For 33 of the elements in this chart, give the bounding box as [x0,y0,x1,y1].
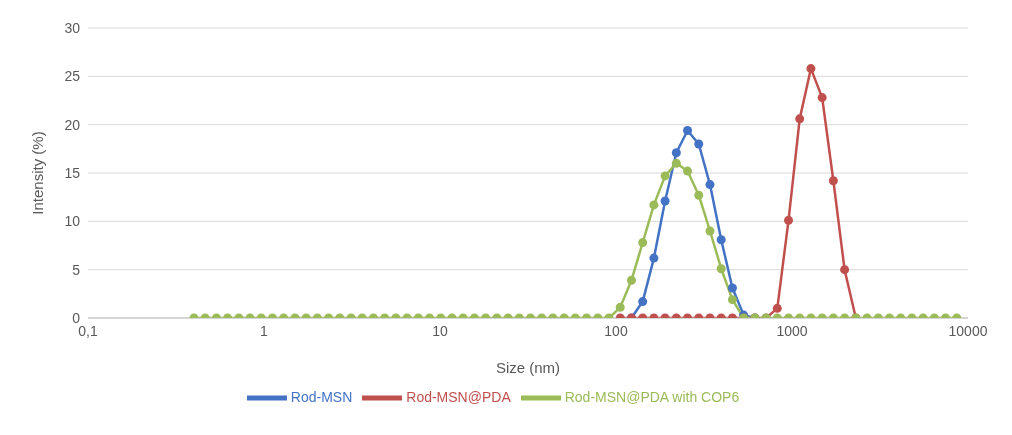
x-tick-label: 1000 [776,322,808,339]
point [727,283,737,293]
point [671,148,681,158]
point [828,176,838,186]
point [806,64,816,74]
point [840,265,850,275]
point [683,125,693,135]
legend-label: Rod-MSN [290,388,353,405]
y-tick-label: 15 [64,164,81,181]
point [694,139,704,149]
point [772,303,782,313]
legend-label: Rod-MSN@PDA [406,388,511,405]
point [660,196,670,206]
x-tick-label: 10 [432,322,448,339]
y-tick-label: 10 [64,213,81,230]
y-axis-title: Intensity (%) [29,131,47,215]
point [795,114,805,124]
legend-label: Rod-MSN@PDA with COP6 [564,388,740,405]
x-tick-label: 1 [260,322,269,339]
x-tick-label: 10000 [948,322,988,339]
point [649,253,659,263]
y-tick-label: 20 [64,116,81,133]
x-tick-label: 0,1 [78,322,98,339]
y-tick-label: 5 [72,261,81,278]
x-axis-title: Size (nm) [495,359,561,376]
point [784,215,794,225]
y-tick-label: 30 [64,19,81,36]
point [817,93,827,103]
y-tick-label: 0 [72,309,81,326]
point [705,180,715,190]
y-tick-label: 25 [64,68,81,85]
x-tick-label: 100 [604,322,628,339]
point [716,235,726,245]
